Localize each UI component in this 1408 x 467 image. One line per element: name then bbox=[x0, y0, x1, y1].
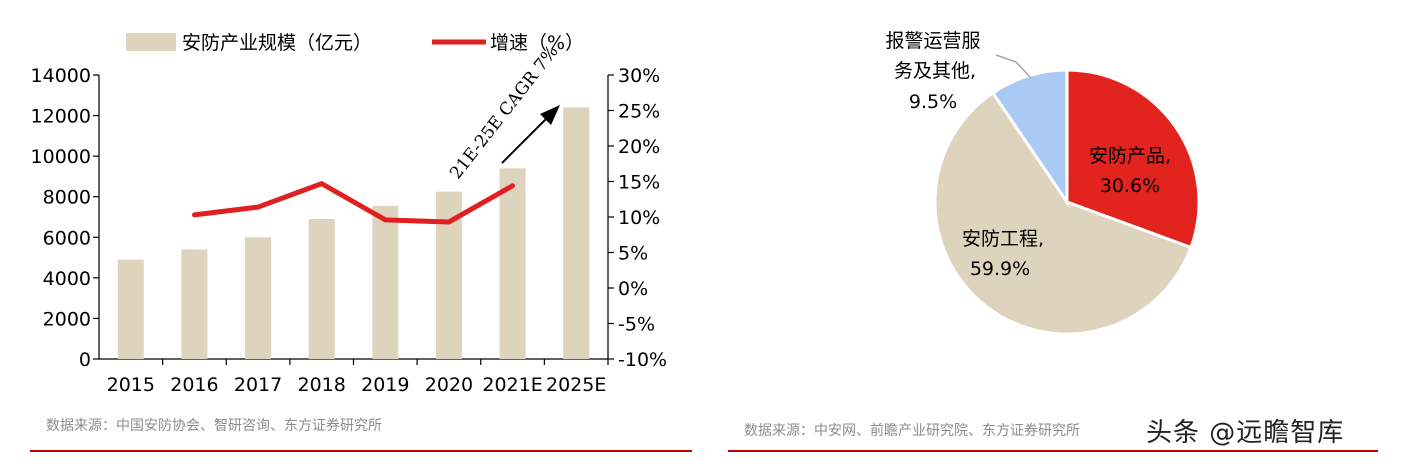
x-tick-label-2021E: 2021E bbox=[482, 374, 542, 396]
left-y-tick-label: 14000 bbox=[31, 65, 91, 87]
pie-slice-0 bbox=[1065, 68, 1201, 250]
cagr-arrow-head bbox=[540, 105, 560, 125]
legend-bar-label: 安防产业规模（亿元） bbox=[182, 32, 372, 54]
pie-label-other-value: 9.5% bbox=[909, 91, 957, 113]
right-y-tick-label: 0% bbox=[618, 278, 648, 300]
left-y-tick-label: 12000 bbox=[31, 106, 91, 128]
x-tick-label-2016: 2016 bbox=[170, 374, 218, 396]
bar-2018 bbox=[308, 219, 335, 359]
right-y-tick-label: 15% bbox=[618, 172, 660, 194]
right-bottom-rule bbox=[728, 450, 1378, 452]
pie-label-other-line1: 报警运营服 bbox=[885, 30, 980, 52]
right-source-note: 数据来源：中安网、前瞻产业研究院、东方证券研究所 bbox=[744, 423, 1080, 439]
left-y-tick-label: 0 bbox=[79, 349, 91, 371]
right-y-tick-label: -10% bbox=[618, 349, 667, 371]
pie-label-product-value: 30.6% bbox=[1100, 175, 1160, 197]
bar-2015 bbox=[117, 259, 144, 359]
bars bbox=[117, 107, 590, 359]
bar-2016 bbox=[181, 249, 208, 359]
x-tick-label-2020: 2020 bbox=[425, 374, 473, 396]
x-tick-labels: 2015 2016 2017 2018 2019 2020 2021E 2025E bbox=[107, 359, 609, 396]
bar-2021E bbox=[499, 168, 526, 359]
left-y-tick-label: 4000 bbox=[43, 268, 91, 290]
left-y-ticks: 0 2000 4000 6000 8000 10000 12000 14000 bbox=[31, 65, 99, 371]
pie-labels: 安防产品, 30.6% 安防工程, 59.9% 报警运营服 务及其他, 9.5% bbox=[885, 30, 1171, 280]
cagr-arrow-shaft bbox=[501, 114, 551, 164]
growth-line-series bbox=[191, 181, 516, 225]
pie-slice-1 bbox=[933, 90, 1193, 336]
pie-label-other-line2: 务及其他, bbox=[894, 60, 976, 82]
left-y-tick-label: 6000 bbox=[43, 227, 91, 249]
x-tick-label-2019: 2019 bbox=[361, 374, 409, 396]
right-y-tick-label: 5% bbox=[618, 243, 648, 265]
left-y-tick-label: 10000 bbox=[31, 146, 91, 168]
left-bottom-rule bbox=[30, 450, 692, 452]
left-y-tick-label: 2000 bbox=[43, 308, 91, 330]
bar-2019 bbox=[372, 205, 399, 359]
left-source-note: 数据来源：中国安防协会、智研咨询、东方证券研究所 bbox=[46, 418, 382, 434]
pie-label-engineering-name: 安防工程, bbox=[962, 228, 1044, 250]
legend: 安防产业规模（亿元） 增速（%） bbox=[126, 32, 584, 54]
right-y-tick-label: -5% bbox=[618, 314, 655, 336]
right-y-ticks: -10% -5% 0% 5% 10% 15% 20% 25% 30% bbox=[608, 65, 667, 371]
growth-line bbox=[191, 181, 516, 225]
x-tick-label-2015: 2015 bbox=[107, 374, 155, 396]
right-y-tick-label: 20% bbox=[618, 136, 660, 158]
pie-label-engineering-value: 59.9% bbox=[970, 258, 1030, 280]
cagr-annotation: 21E-25E CAGR 7% bbox=[446, 42, 562, 183]
x-tick-label-2025E: 2025E bbox=[546, 374, 606, 396]
x-tick-label-2018: 2018 bbox=[298, 374, 346, 396]
legend-bar-swatch bbox=[126, 33, 176, 51]
watermark: 头条 @远瞻智库 bbox=[1146, 418, 1345, 448]
pie-leader-line bbox=[995, 54, 1032, 79]
right-y-tick-label: 30% bbox=[618, 65, 660, 87]
right-y-tick-label: 10% bbox=[618, 207, 660, 229]
bar-2025E bbox=[563, 107, 590, 359]
left-y-tick-label: 8000 bbox=[43, 187, 91, 209]
right-y-tick-label: 25% bbox=[618, 101, 660, 123]
pie-label-product-name: 安防产品, bbox=[1089, 145, 1171, 167]
legend-line-label: 增速（%） bbox=[490, 32, 584, 54]
x-tick-label-2017: 2017 bbox=[234, 374, 282, 396]
bar-2017 bbox=[245, 237, 272, 359]
pie-chart bbox=[933, 68, 1201, 336]
